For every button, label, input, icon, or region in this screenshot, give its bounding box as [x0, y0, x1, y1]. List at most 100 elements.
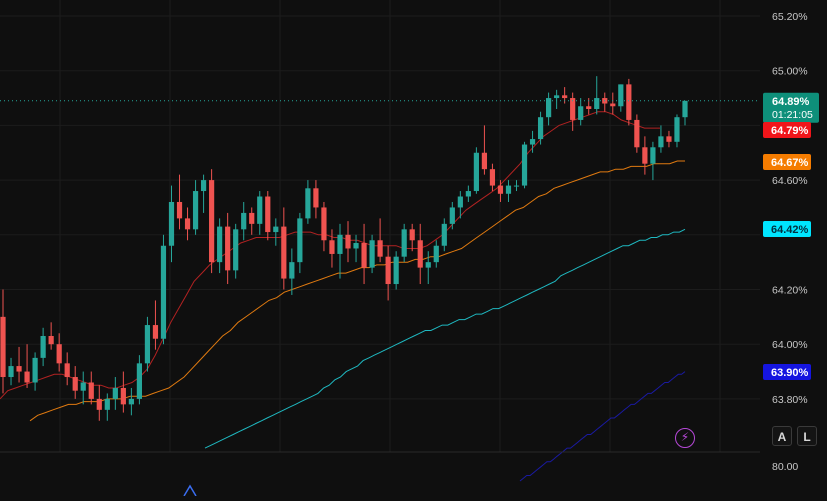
candle-body: [441, 223, 447, 246]
candle-body: [658, 136, 664, 148]
candle-body: [465, 191, 471, 197]
candle-body: [401, 229, 407, 257]
candle-body: [120, 387, 126, 405]
indicator-line: [183, 484, 197, 497]
candle-body: [586, 106, 592, 109]
candle-body: [329, 240, 335, 254]
y-tick-label: 64.20%: [772, 285, 808, 297]
candle-body: [537, 117, 544, 140]
y-tick-label: 64.60%: [772, 175, 808, 187]
candle-body: [594, 98, 600, 109]
candle-body: [425, 262, 431, 268]
candle-body: [345, 234, 351, 249]
candle-body: [313, 188, 319, 208]
candle-body: [257, 196, 263, 224]
candle-body: [32, 357, 38, 383]
candle-body: [265, 196, 271, 233]
log-scale-button[interactable]: L: [797, 426, 817, 446]
current-price-label-bg: [763, 92, 819, 123]
candle-body: [144, 325, 151, 364]
ma-label-bg: [763, 221, 811, 237]
candle-body: [409, 229, 415, 241]
candle-body: [353, 243, 359, 249]
ma-red-line: [0, 111, 660, 400]
candle-body: [682, 100, 688, 118]
candle-body: [128, 398, 134, 405]
candle-body: [489, 169, 496, 186]
candle-body: [433, 245, 439, 263]
candle-body: [505, 185, 512, 194]
ma-label-text: 64.79%: [771, 125, 809, 137]
candle-body: [361, 243, 367, 268]
candle-body: [200, 180, 207, 192]
candle-body: [56, 344, 62, 364]
candle-body: [40, 335, 46, 358]
y-tick-label: 65.20%: [772, 11, 808, 23]
ma-navy-line: [519, 371, 686, 482]
candle-body: [176, 201, 183, 219]
candle-body: [449, 207, 455, 224]
candle-body: [72, 377, 78, 391]
candle-body: [168, 201, 175, 246]
candle-body: [393, 256, 399, 285]
candle-body: [369, 240, 375, 268]
candle-body: [473, 152, 479, 192]
candle-body: [48, 335, 54, 345]
candle-body: [16, 366, 22, 372]
ma-label-text: 64.42%: [771, 224, 809, 236]
candle-body: [112, 387, 118, 399]
candle-body: [562, 95, 568, 99]
candle-body: [273, 226, 279, 233]
moving-averages: [0, 111, 686, 482]
ma-cyan-line: [204, 228, 686, 449]
candle-body: [321, 207, 327, 241]
ma-label-bg: [763, 364, 811, 380]
candle-body: [184, 218, 191, 230]
price-axis[interactable]: 65.20% 65.00% 64.60% 64.20% 64.00% 63.80% 80.0…: [772, 11, 808, 473]
candle-body: [24, 371, 30, 383]
ma-label-text: 63.90%: [771, 367, 809, 379]
candle-body: [385, 256, 391, 285]
candle-body: [570, 98, 576, 120]
candle-body: [650, 147, 656, 164]
candle-body: [337, 234, 343, 254]
candle-body: [297, 218, 303, 263]
candle-body: [497, 185, 504, 194]
candle-body: [136, 363, 142, 399]
candle-body: [80, 382, 86, 391]
candle-body: [377, 240, 383, 257]
candle-body: [160, 245, 167, 339]
candle-body: [417, 240, 423, 268]
indicator-tick-label: 80.00: [772, 461, 798, 473]
candle-body: [64, 363, 70, 378]
candle-body: [241, 212, 247, 230]
candle-body: [674, 117, 680, 142]
candle-body: [618, 84, 624, 107]
candle-body: [457, 196, 463, 208]
auto-scale-button[interactable]: A: [772, 426, 792, 446]
candle-body: [513, 185, 520, 187]
candle-body: [634, 119, 640, 148]
ma-label-text: 64.67%: [771, 157, 809, 169]
candle-body: [104, 398, 110, 410]
candle-body: [192, 191, 199, 230]
current-price-label: 64.89%: [772, 96, 810, 108]
candle-body: [88, 382, 94, 399]
candle-body: [642, 147, 648, 164]
candle-body: [626, 84, 632, 120]
candle-body: [305, 188, 311, 219]
candle-body: [481, 152, 488, 170]
indicator-pane: [183, 484, 197, 497]
candle-body: [578, 106, 584, 120]
candle-body: [217, 226, 223, 263]
candle-body: [521, 144, 528, 186]
candle-body: [209, 180, 215, 263]
candle-body: [152, 325, 159, 339]
ma-label-bg: [763, 122, 811, 138]
candle-body: [666, 136, 672, 142]
y-tick-label: 63.80%: [772, 394, 808, 406]
candle-body: [8, 366, 14, 378]
lightning-icon[interactable]: ⚡: [675, 428, 695, 448]
